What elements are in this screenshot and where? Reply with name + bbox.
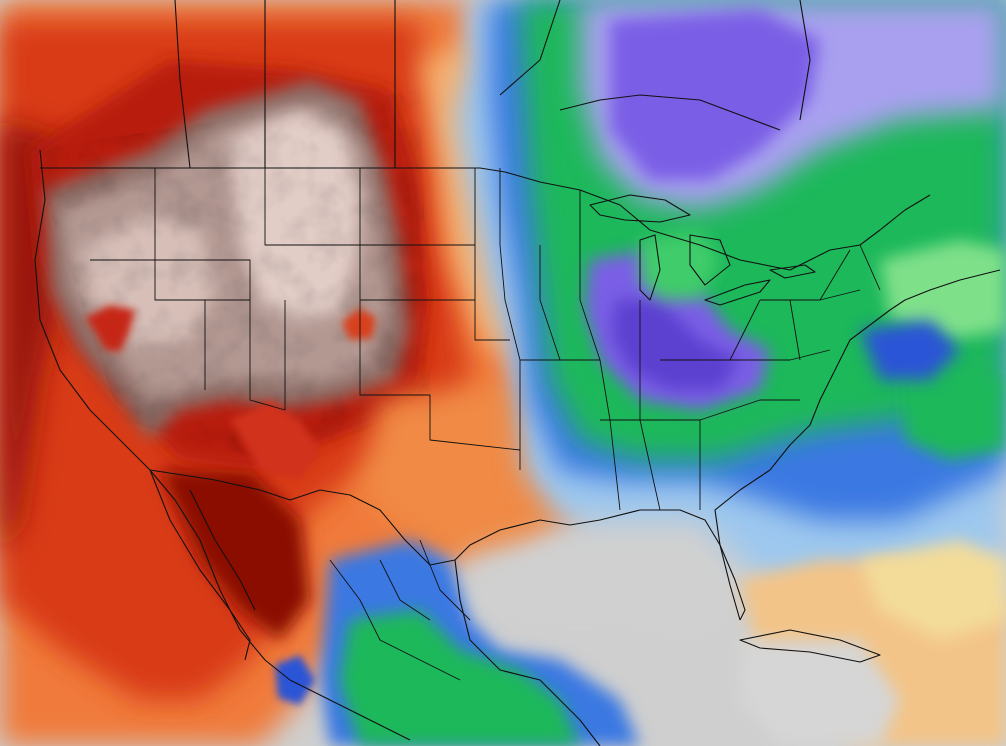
hot-spot-southwest — [230, 400, 320, 480]
ohio-valley-deep-violet — [612, 300, 740, 390]
atlantic-blue-patch — [860, 320, 960, 380]
boundary-lines — [34, 0, 1001, 746]
central-america-region — [275, 540, 1006, 746]
canada-province-lines — [174, 0, 811, 169]
mexico-pacific-coastline — [289, 679, 411, 741]
east-wet-region — [455, 0, 1006, 600]
hot-spot-nevada — [85, 305, 135, 352]
cuba-coastline — [739, 629, 881, 663]
atlantic-coastline — [714, 269, 1001, 621]
central-america-lines — [329, 539, 471, 681]
lake-erie — [704, 279, 771, 306]
gulf-neutral — [460, 520, 740, 640]
us-mexico-border — [149, 469, 456, 566]
atlantic-green — [900, 360, 1006, 460]
canada-violet — [610, 10, 820, 180]
lake-michigan — [639, 234, 661, 301]
caribbean-neutral — [740, 640, 900, 746]
pacific-blue-spot — [275, 655, 315, 705]
us-canada-border — [40, 167, 931, 271]
lake-huron — [689, 234, 731, 286]
east-light-green — [880, 240, 1006, 340]
lake-superior — [589, 194, 691, 223]
caribbean-pale — [860, 540, 1006, 640]
mexico-gulf-coastline — [454, 559, 601, 746]
gulf-coastline — [454, 509, 746, 621]
hot-spot-colorado — [342, 308, 376, 340]
mexico-green — [340, 610, 580, 746]
baja-dark-red — [160, 470, 310, 640]
lake-ontario — [769, 264, 816, 279]
pacific-coastline — [34, 149, 291, 681]
great-lakes-green — [640, 230, 720, 300]
baja-coastline — [149, 469, 256, 661]
state-lines — [90, 168, 881, 511]
